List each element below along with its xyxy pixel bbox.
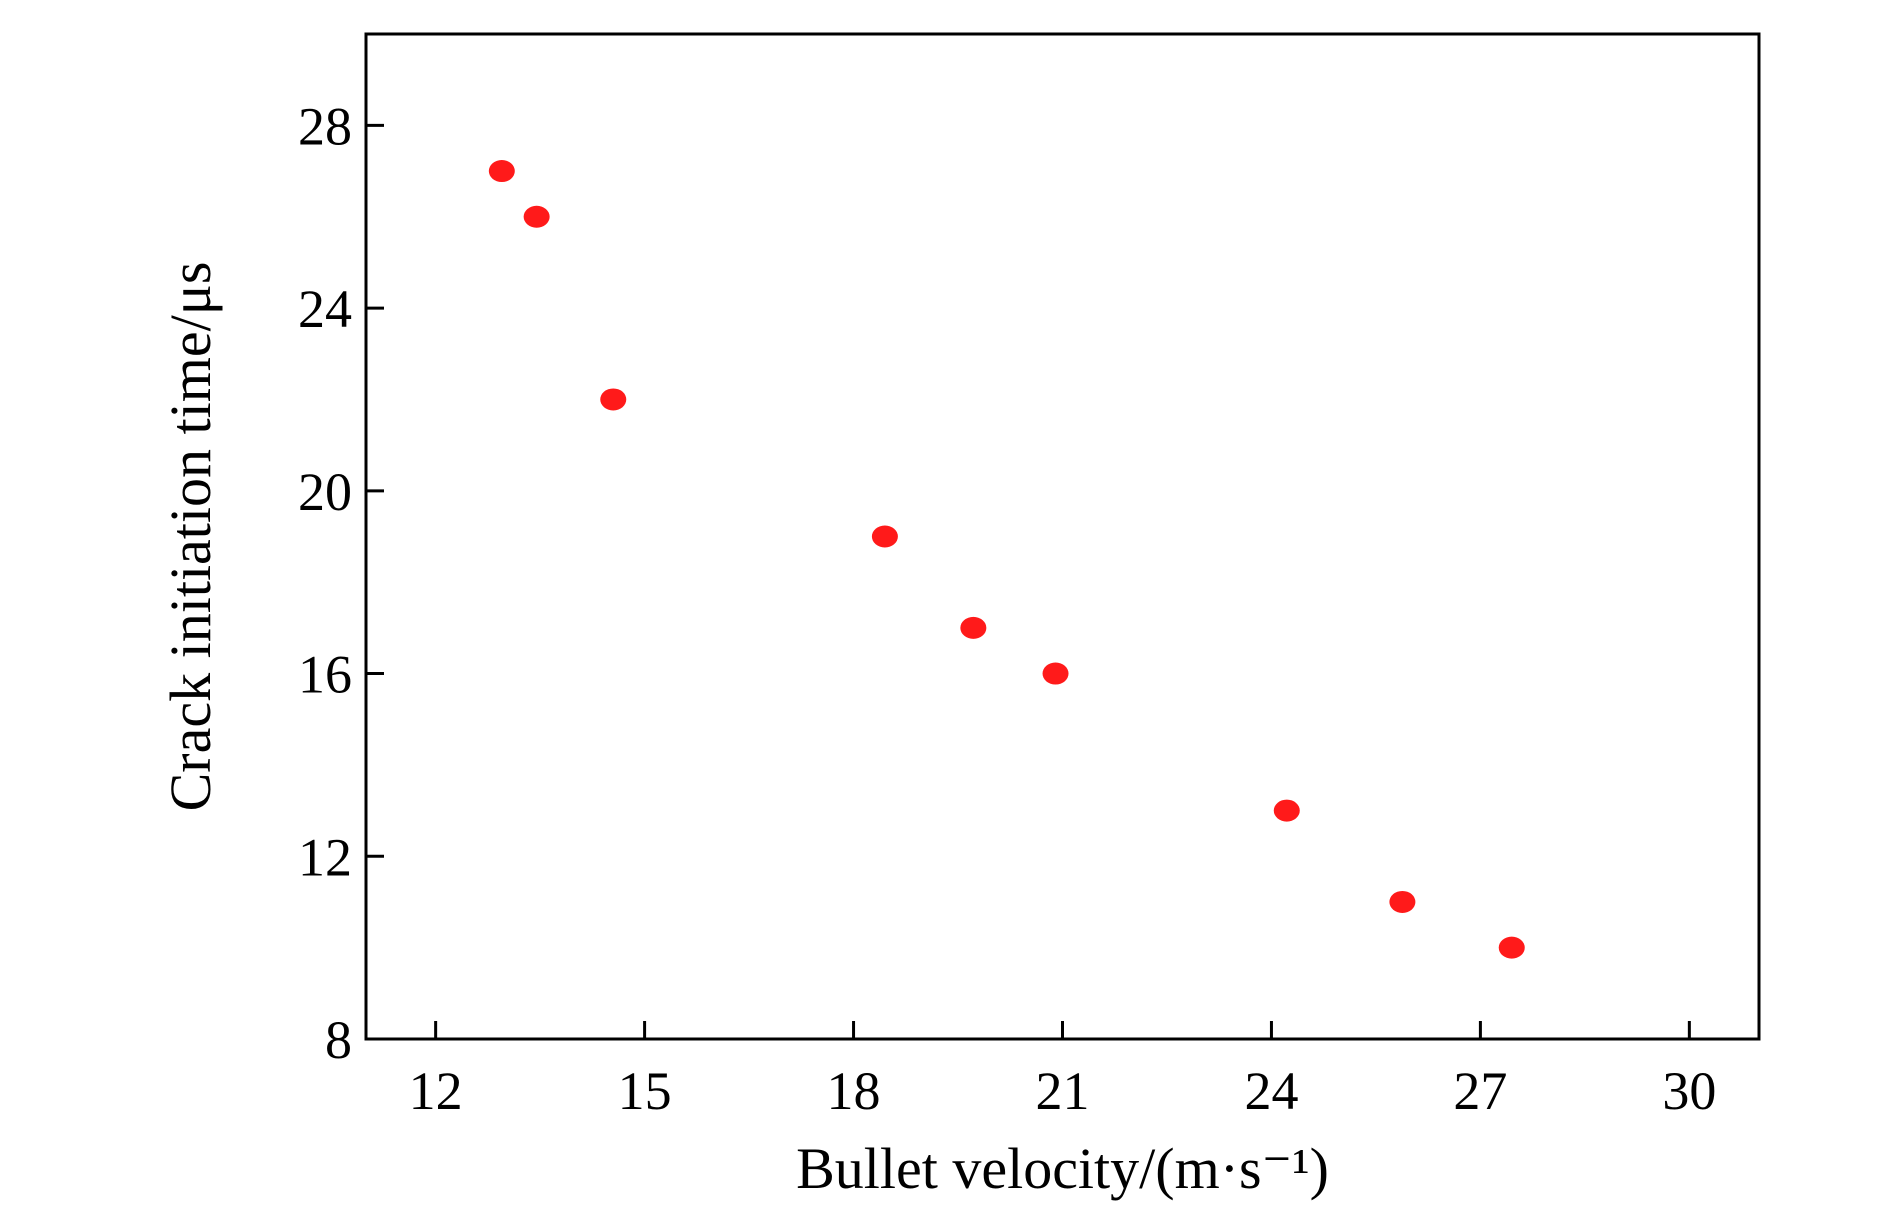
- data-point: [871, 525, 898, 548]
- y-axis-ticks: 8 12 16 20 24 28: [298, 96, 384, 1070]
- x-axis-ticks: 12 15 18 21 24 27 30: [409, 1021, 1716, 1121]
- x-axis-title: Bullet velocity/(m·s⁻¹): [796, 1136, 1329, 1201]
- x-tick-label: 30: [1662, 1061, 1716, 1121]
- plot-frame: [364, 32, 1761, 1041]
- data-point: [1389, 890, 1416, 913]
- data-point: [600, 388, 627, 411]
- y-tick-label: 12: [298, 827, 352, 887]
- x-tick-label: 18: [827, 1061, 881, 1121]
- y-tick-label: 16: [298, 645, 352, 705]
- data-point: [488, 160, 515, 183]
- x-tick-label: 15: [618, 1061, 672, 1121]
- y-tick-label: 28: [298, 96, 352, 156]
- data-point: [1273, 799, 1300, 822]
- plot-area: [364, 32, 1761, 1041]
- y-tick-label: 24: [298, 279, 352, 339]
- data-point: [1042, 662, 1069, 685]
- x-tick-label: 12: [409, 1061, 463, 1121]
- y-tick-label: 8: [325, 1010, 352, 1070]
- x-tick-label: 21: [1036, 1061, 1090, 1121]
- data-point: [523, 205, 550, 228]
- data-point: [960, 616, 987, 639]
- data-points: [488, 160, 1525, 959]
- y-tick-label: 20: [298, 462, 352, 522]
- x-tick-label: 24: [1244, 1061, 1298, 1121]
- x-tick-label: 27: [1453, 1061, 1507, 1121]
- data-point: [1498, 936, 1525, 959]
- y-axis-title: Crack initiation time/μs: [158, 262, 223, 812]
